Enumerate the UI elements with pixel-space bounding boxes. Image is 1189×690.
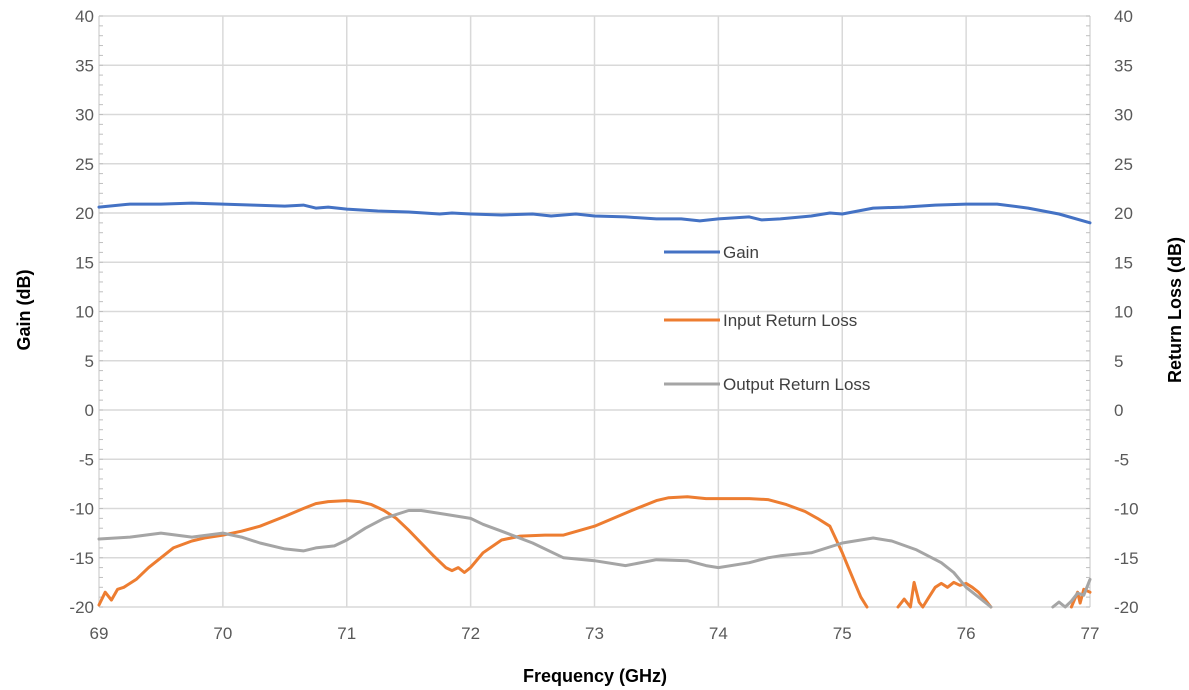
y-tick-label: 25 xyxy=(75,155,94,174)
y-tick-label: 20 xyxy=(75,204,94,223)
legend-label-output-return-loss: Output Return Loss xyxy=(723,375,870,394)
y2-tick-label: 30 xyxy=(1114,106,1133,125)
y2-tick-label: 10 xyxy=(1114,303,1133,322)
x-tick-label: 74 xyxy=(709,624,728,643)
x-tick-label: 75 xyxy=(833,624,852,643)
y-axis-title: Gain (dB) xyxy=(14,270,34,351)
y2-tick-label: 35 xyxy=(1114,56,1133,75)
y-tick-label: 30 xyxy=(75,106,94,125)
x-tick-label: 77 xyxy=(1081,624,1100,643)
legend-label-input-return-loss: Input Return Loss xyxy=(723,311,857,330)
series-line-output-return-loss xyxy=(97,509,993,609)
y-tick-label: 5 xyxy=(85,352,94,371)
y2-tick-label: 20 xyxy=(1114,204,1133,223)
y-tick-label: 15 xyxy=(75,253,94,272)
y2-axis-title: Return Loss (dB) xyxy=(1165,237,1185,383)
legend: Gain Input Return Loss Output Return Los… xyxy=(664,243,870,394)
y-tick-label: -10 xyxy=(69,500,94,519)
x-tick-label: 70 xyxy=(213,624,232,643)
chart-grid xyxy=(98,15,1091,608)
x-tick-label: 76 xyxy=(957,624,976,643)
series-line-input-return-loss xyxy=(896,580,993,609)
y-tick-label: 40 xyxy=(75,7,94,26)
y-tick-label: -15 xyxy=(69,549,94,568)
y2-tick-label: 25 xyxy=(1114,155,1133,174)
tick-labels: 69 70 71 72 73 74 75 76 77 40 40 35 35 30 30 25 25 20 20 15… xyxy=(69,7,1138,643)
x-tick-label: 73 xyxy=(585,624,604,643)
x-axis-title: Frequency (GHz) xyxy=(523,666,667,686)
y2-tick-label: 15 xyxy=(1114,253,1133,272)
x-tick-label: 72 xyxy=(461,624,480,643)
chart-series xyxy=(97,201,1092,609)
y-tick-label: -20 xyxy=(69,598,94,617)
y-tick-label: 35 xyxy=(75,56,94,75)
minor-ticks xyxy=(99,15,1090,608)
series-line-output-return-loss xyxy=(1051,577,1092,609)
series-line-gain xyxy=(97,201,1092,225)
x-tick-label: 69 xyxy=(90,624,109,643)
y-tick-label: 10 xyxy=(75,303,94,322)
y-tick-label: 0 xyxy=(85,401,94,420)
y-tick-label: -5 xyxy=(79,450,94,469)
y2-tick-label: 40 xyxy=(1114,7,1133,26)
y2-tick-label: -15 xyxy=(1114,549,1139,568)
y2-tick-label: 0 xyxy=(1114,401,1123,420)
y2-tick-label: -10 xyxy=(1114,500,1139,519)
series-line-input-return-loss xyxy=(97,495,869,609)
y2-tick-label: -5 xyxy=(1114,450,1129,469)
legend-label-gain: Gain xyxy=(723,243,759,262)
y2-tick-label: -20 xyxy=(1114,598,1139,617)
x-tick-label: 71 xyxy=(337,624,356,643)
y2-tick-label: 5 xyxy=(1114,352,1123,371)
